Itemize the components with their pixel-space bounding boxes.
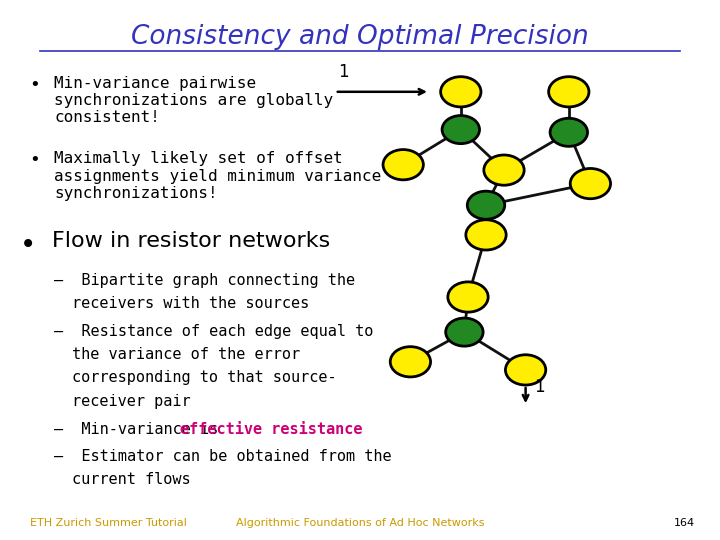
Text: effective resistance: effective resistance — [180, 422, 362, 437]
Text: receivers with the sources: receivers with the sources — [72, 296, 310, 311]
Circle shape — [442, 116, 480, 144]
Text: 1: 1 — [338, 63, 349, 81]
Circle shape — [505, 355, 546, 385]
Text: •: • — [29, 76, 40, 93]
Circle shape — [466, 220, 506, 250]
Text: receiver pair: receiver pair — [72, 394, 191, 409]
Circle shape — [467, 191, 505, 219]
Text: •: • — [29, 151, 40, 169]
Text: current flows: current flows — [72, 472, 191, 487]
Text: 164: 164 — [674, 518, 695, 528]
Text: 1: 1 — [534, 379, 545, 396]
Text: Algorithmic Foundations of Ad Hoc Networks: Algorithmic Foundations of Ad Hoc Networ… — [235, 518, 485, 528]
Circle shape — [484, 155, 524, 185]
Text: •: • — [20, 231, 37, 259]
Circle shape — [390, 347, 431, 377]
Circle shape — [570, 168, 611, 199]
Circle shape — [446, 318, 483, 346]
Text: –  Estimator can be obtained from the: – Estimator can be obtained from the — [54, 449, 392, 464]
Text: –  Bipartite graph connecting the: – Bipartite graph connecting the — [54, 273, 355, 288]
Text: –  Min-variance is: – Min-variance is — [54, 422, 228, 437]
Text: Maximally likely set of offset
assignments yield minimum variance
synchronizatio: Maximally likely set of offset assignmen… — [54, 151, 382, 201]
Text: the variance of the error: the variance of the error — [72, 347, 300, 362]
Text: ETH Zurich Summer Tutorial: ETH Zurich Summer Tutorial — [30, 518, 187, 528]
Text: Consistency and Optimal Precision: Consistency and Optimal Precision — [131, 24, 589, 50]
Circle shape — [549, 77, 589, 107]
Circle shape — [448, 282, 488, 312]
Text: –  Resistance of each edge equal to: – Resistance of each edge equal to — [54, 324, 374, 339]
Circle shape — [383, 150, 423, 180]
Circle shape — [441, 77, 481, 107]
Text: corresponding to that source-: corresponding to that source- — [72, 370, 337, 386]
Circle shape — [550, 118, 588, 146]
Text: Flow in resistor networks: Flow in resistor networks — [52, 231, 330, 251]
Text: Min-variance pairwise
synchronizations are globally
consistent!: Min-variance pairwise synchronizations a… — [54, 76, 333, 125]
